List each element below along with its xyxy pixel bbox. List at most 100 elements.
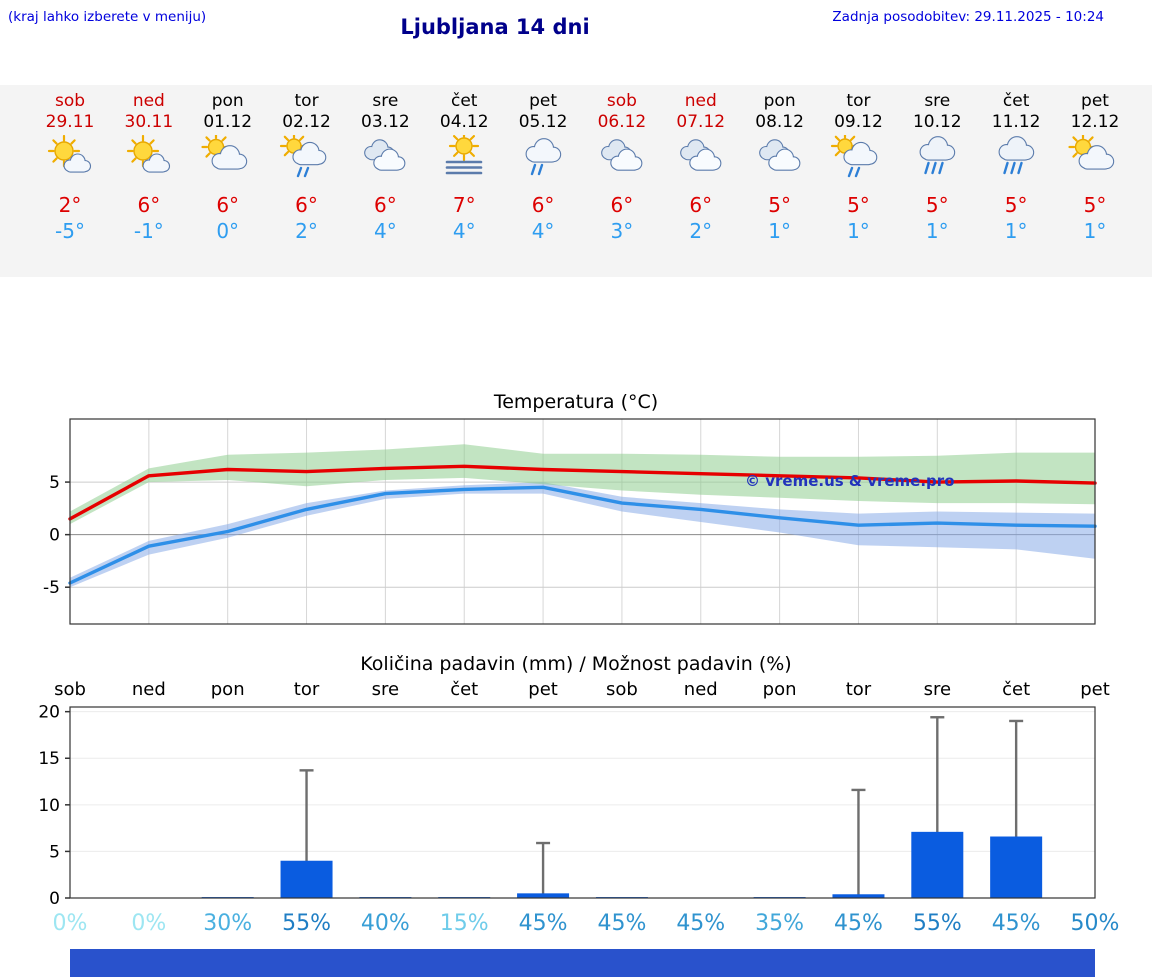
precip-probability: 45% xyxy=(834,911,883,936)
low-temp: 1° xyxy=(1083,219,1107,243)
weather-icon-cloudy xyxy=(601,139,643,171)
low-temp: 1° xyxy=(847,219,870,243)
high-temp: 6° xyxy=(295,193,318,217)
precip-bar xyxy=(280,860,333,898)
precip-day-label: sre xyxy=(923,679,952,700)
forecast-strip: sob 29.11 2° -5° ned 30.11 6° -1° pon 01.12 6° 0° to… xyxy=(0,85,1152,277)
day-date: 03.12 xyxy=(361,112,410,132)
svg-text:5: 5 xyxy=(49,842,60,862)
precip-day-label: ned xyxy=(131,679,166,700)
precip-probability: 45% xyxy=(518,911,568,936)
low-temp: 2° xyxy=(295,219,318,243)
precip-probability-row: 0% 0% 30% 55% 40% 15% 45% 45% 45% 35% 45% 55% 45% 50% xyxy=(0,909,1152,941)
precip-day-label: pon xyxy=(762,679,797,700)
high-temp: 5° xyxy=(768,193,791,217)
weather-icon-cloudy xyxy=(758,139,801,171)
day-name: pon xyxy=(763,91,796,111)
last-update: Zadnja posodobitev: 29.11.2025 - 10:24 xyxy=(832,9,1104,25)
forecast-day: pon 01.12 6° 0° xyxy=(185,91,271,243)
weather-icon-sun-cloud xyxy=(126,135,170,173)
temperature-chart-svg: -5 0 5 xyxy=(43,418,1097,625)
forecast-day: čet 04.12 7° 4° xyxy=(421,91,507,243)
high-temp: 6° xyxy=(531,193,555,217)
weather-icon-sun-cloud xyxy=(47,135,92,173)
low-temp: 3° xyxy=(610,219,634,243)
day-date: 08.12 xyxy=(755,112,804,132)
weather-icon-cloud-sun xyxy=(1068,135,1115,170)
high-temp: 6° xyxy=(689,193,713,217)
low-temp: 1° xyxy=(1004,219,1028,243)
day-date: 11.12 xyxy=(991,112,1041,132)
svg-text:0: 0 xyxy=(49,526,60,546)
day-name: pet xyxy=(1081,91,1109,111)
day-name: tor xyxy=(846,91,871,111)
precip-day-label: ned xyxy=(683,679,718,700)
svg-text:0: 0 xyxy=(49,889,60,909)
day-date: 07.12 xyxy=(676,112,726,132)
precip-probability: 55% xyxy=(912,911,962,936)
precip-probability: 0% xyxy=(52,911,88,936)
day-date: 10.12 xyxy=(912,112,962,132)
weather-icon-sun-fog xyxy=(445,135,483,175)
high-temp: 7° xyxy=(452,193,476,217)
high-temp: 5° xyxy=(1004,193,1028,217)
watermark: © vreme.us & vreme.pro xyxy=(745,472,955,490)
forecast-day: čet 11.12 5° 1° xyxy=(973,91,1059,243)
precip-day-label: čet xyxy=(450,679,479,700)
weather-icon-sun-cloud-showers xyxy=(831,135,878,178)
day-date: 06.12 xyxy=(597,112,647,132)
day-name: sob xyxy=(54,91,86,111)
svg-text:20: 20 xyxy=(38,703,60,723)
precip-day-label: pet xyxy=(1080,679,1110,700)
precip-probability: 30% xyxy=(203,911,253,936)
weather-icon-cloud-sun xyxy=(201,135,247,170)
day-name: ned xyxy=(132,91,165,111)
precip-probability: 40% xyxy=(360,911,410,936)
precip-bar xyxy=(911,831,964,898)
day-name: čet xyxy=(1002,91,1030,111)
day-date: 04.12 xyxy=(439,112,489,132)
high-temp: 6° xyxy=(137,193,161,217)
day-name: sre xyxy=(924,91,951,111)
day-name: tor xyxy=(294,91,319,111)
day-name: sob xyxy=(606,91,637,111)
location-hint: (kraj lahko izberete v meniju) xyxy=(8,9,207,25)
forecast-day: sre 10.12 5° 1° xyxy=(894,91,980,243)
precipitation-chart: 0 5 10 15 20 xyxy=(0,703,1152,909)
precip-probability: 45% xyxy=(676,911,726,936)
weather-icon-cloudy xyxy=(364,139,406,171)
day-name: ned xyxy=(684,91,717,111)
weather-icon-sun-cloud-showers xyxy=(279,135,326,178)
high-temp: 5° xyxy=(847,193,870,217)
precip-day-label: sob xyxy=(54,679,86,700)
low-temp: 4° xyxy=(531,219,555,243)
day-date: 12.12 xyxy=(1070,112,1120,132)
precip-bar xyxy=(832,894,885,898)
svg-text:5: 5 xyxy=(49,473,60,493)
precip-day-label: pet xyxy=(528,679,558,700)
low-temp: 1° xyxy=(768,219,791,243)
precip-probability: 15% xyxy=(439,911,489,936)
precip-probability: 45% xyxy=(991,911,1041,936)
precip-chart-title: Količina padavin (mm) / Možnost padavin … xyxy=(360,653,792,675)
precip-day-label: tor xyxy=(293,679,320,700)
page-title: Ljubljana 14 dni xyxy=(400,15,590,39)
day-name: sre xyxy=(372,91,399,111)
forecast-day: ned 07.12 6° 2° xyxy=(658,91,744,243)
svg-text:10: 10 xyxy=(38,796,60,816)
low-temp: 1° xyxy=(925,219,949,243)
low-temp: 4° xyxy=(374,219,397,243)
forecast-day: sob 06.12 6° 3° xyxy=(579,91,665,243)
precip-probability: 35% xyxy=(755,911,805,936)
day-date: 09.12 xyxy=(834,112,883,132)
high-temp: 2° xyxy=(58,193,82,217)
precip-day-label: sob xyxy=(606,679,638,700)
weather-icon-cloud-rain xyxy=(919,136,956,175)
precip-probability: 50% xyxy=(1070,911,1120,936)
weather-icon-cloud-rain xyxy=(998,136,1035,175)
temperature-chart: © vreme.us & vreme.pro -5 0 5 xyxy=(0,415,1152,643)
low-temp: 4° xyxy=(452,219,476,243)
high-temp: 5° xyxy=(925,193,949,217)
forecast-day: ned 30.11 6° -1° xyxy=(106,91,192,243)
low-temp: 2° xyxy=(689,219,713,243)
